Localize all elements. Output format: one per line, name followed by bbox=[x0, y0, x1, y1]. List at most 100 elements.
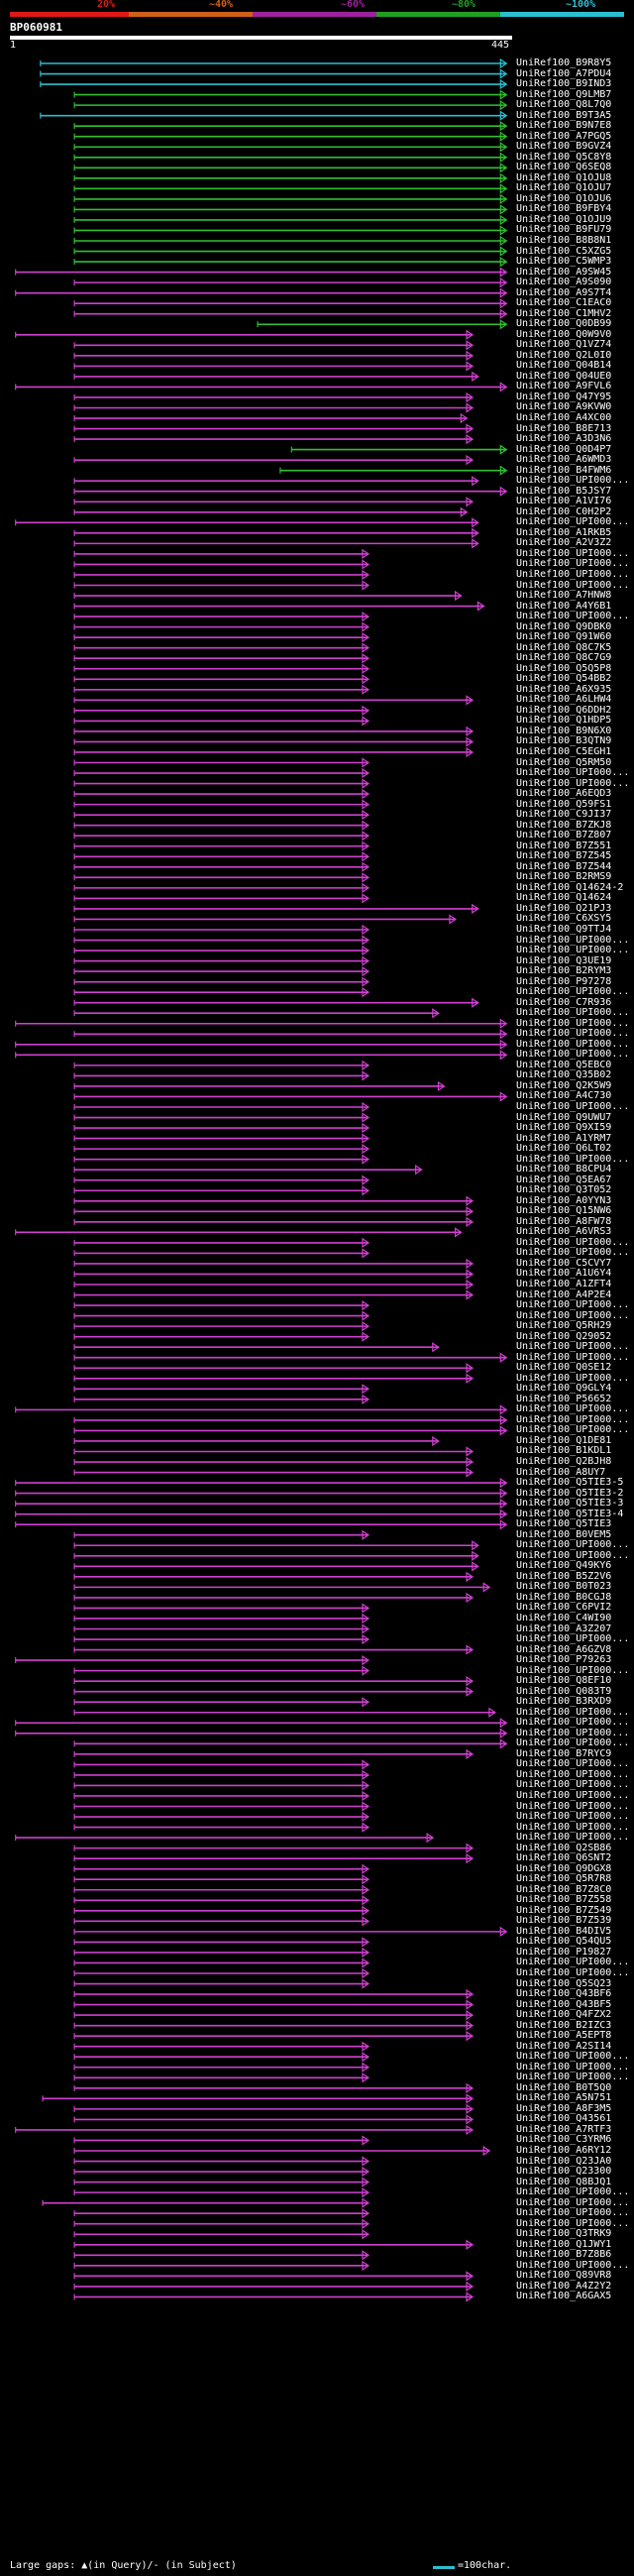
hit-label[interactable]: UniRef100_B5Z2V6 bbox=[516, 1570, 612, 1582]
hit-label[interactable]: UniRef100_UPI000... bbox=[516, 1957, 630, 1968]
hit-label[interactable]: UniRef100_Q5C8Y8 bbox=[516, 151, 612, 163]
hit-label[interactable]: UniRef100_UPI000... bbox=[516, 1236, 630, 1248]
hit-label[interactable]: UniRef100_B0CGJ8 bbox=[516, 1591, 612, 1603]
hit-label[interactable]: UniRef100_Q2K5W9 bbox=[516, 1079, 612, 1091]
hit-label[interactable]: UniRef100_A8F3M5 bbox=[516, 2102, 612, 2114]
hit-label[interactable]: UniRef100_A4C730 bbox=[516, 1090, 612, 1102]
hit-label[interactable]: UniRef100_UPI000... bbox=[516, 1821, 630, 1833]
hit-label[interactable]: UniRef100_Q5TIE3-4 bbox=[516, 1508, 624, 1519]
hit-label[interactable]: UniRef100_Q1HDP5 bbox=[516, 715, 612, 727]
hit-label[interactable]: UniRef100_A6GZV8 bbox=[516, 1643, 612, 1655]
hit-label[interactable]: UniRef100_Q9DGX8 bbox=[516, 1862, 612, 1874]
hit-label[interactable]: UniRef100_C3YRM6 bbox=[516, 2134, 612, 2146]
hit-label[interactable]: UniRef100_A9KVW0 bbox=[516, 401, 612, 413]
hit-label[interactable]: UniRef100_UPI000... bbox=[516, 1706, 630, 1718]
hit-label[interactable]: UniRef100_A1U6Y4 bbox=[516, 1268, 612, 1280]
hit-label[interactable]: UniRef100_Q5TIE3 bbox=[516, 1518, 612, 1530]
hit-label[interactable]: UniRef100_UPI000... bbox=[516, 1247, 630, 1259]
hit-label[interactable]: UniRef100_A6VRS3 bbox=[516, 1226, 612, 1238]
hit-label[interactable]: UniRef100_B7RYC9 bbox=[516, 1747, 612, 1759]
hit-label[interactable]: UniRef100_B8CPU4 bbox=[516, 1164, 612, 1176]
hit-label[interactable]: UniRef100_A6EQD3 bbox=[516, 788, 612, 800]
hit-label[interactable]: UniRef100_Q8BJQ1 bbox=[516, 2176, 612, 2187]
hit-label[interactable]: UniRef100_Q0SE12 bbox=[516, 1362, 612, 1374]
hit-label[interactable]: UniRef100_P97278 bbox=[516, 975, 612, 987]
hit-label[interactable]: UniRef100_A6LHW4 bbox=[516, 694, 612, 706]
hit-label[interactable]: UniRef100_Q04B14 bbox=[516, 360, 612, 372]
hit-label[interactable]: UniRef100_A3Z207 bbox=[516, 1623, 612, 1634]
hit-label[interactable]: UniRef100_Q23JA0 bbox=[516, 2155, 612, 2167]
hit-label[interactable]: UniRef100_A7HNW8 bbox=[516, 590, 612, 602]
hit-label[interactable]: UniRef100_Q54QU5 bbox=[516, 1936, 612, 1948]
hit-label[interactable]: UniRef100_UPI000... bbox=[516, 611, 630, 622]
hit-label[interactable]: UniRef100_Q5RM50 bbox=[516, 756, 612, 768]
hit-label[interactable]: UniRef100_B2RMS9 bbox=[516, 871, 612, 883]
hit-label[interactable]: UniRef100_UPI000... bbox=[516, 1049, 630, 1061]
hit-label[interactable]: UniRef100_Q47Y95 bbox=[516, 391, 612, 402]
hit-label[interactable]: UniRef100_Q8L7Q0 bbox=[516, 99, 612, 111]
hit-label[interactable]: UniRef100_B7Z8B6 bbox=[516, 2249, 612, 2261]
hit-label[interactable]: UniRef100_UPI000... bbox=[516, 1372, 630, 1384]
hit-label[interactable]: UniRef100_B7Z551 bbox=[516, 840, 612, 851]
hit-label[interactable]: UniRef100_P79263 bbox=[516, 1654, 612, 1666]
hit-label[interactable]: UniRef100_Q43BF6 bbox=[516, 1988, 612, 2000]
hit-label[interactable]: UniRef100_B4DIV5 bbox=[516, 1925, 612, 1937]
hit-label[interactable]: UniRef100_UPI000... bbox=[516, 1800, 630, 1812]
hit-label[interactable]: UniRef100_B0T023 bbox=[516, 1581, 612, 1593]
hit-label[interactable]: UniRef100_A6RY12 bbox=[516, 2145, 612, 2156]
hit-label[interactable]: UniRef100_Q5R7R8 bbox=[516, 1873, 612, 1885]
hit-label[interactable]: UniRef100_B7Z549 bbox=[516, 1904, 612, 1916]
hit-label[interactable]: UniRef100_Q5TIE3-3 bbox=[516, 1498, 624, 1510]
hit-label[interactable]: UniRef100_C1EAC0 bbox=[516, 297, 612, 309]
hit-label[interactable]: UniRef100_UPI000... bbox=[516, 767, 630, 779]
hit-label[interactable]: UniRef100_Q8C7K5 bbox=[516, 641, 612, 653]
hit-label[interactable]: UniRef100_UPI000... bbox=[516, 1038, 630, 1050]
hit-label[interactable]: UniRef100_A5EPT8 bbox=[516, 2030, 612, 2042]
hit-label[interactable]: UniRef100_C5CVY7 bbox=[516, 1257, 612, 1269]
hit-label[interactable]: UniRef100_C0H2P2 bbox=[516, 505, 612, 517]
hit-label[interactable]: UniRef100_A7RTF3 bbox=[516, 2123, 612, 2135]
hit-label[interactable]: UniRef100_UPI000... bbox=[516, 2072, 630, 2083]
hit-label[interactable]: UniRef100_B2IZC3 bbox=[516, 2019, 612, 2031]
hit-label[interactable]: UniRef100_UPI000... bbox=[516, 2207, 630, 2219]
hit-label[interactable]: UniRef100_UPI000... bbox=[516, 558, 630, 570]
hit-label[interactable]: UniRef100_Q2BJH8 bbox=[516, 1456, 612, 1468]
hit-label[interactable]: UniRef100_Q3TRK9 bbox=[516, 2228, 612, 2240]
hit-label[interactable]: UniRef100_B0T5Q0 bbox=[516, 2081, 612, 2093]
hit-label[interactable]: UniRef100_Q59FS1 bbox=[516, 798, 612, 810]
hit-label[interactable]: UniRef100_B4FWM6 bbox=[516, 464, 612, 476]
hit-label[interactable]: UniRef100_A1RKB5 bbox=[516, 526, 612, 538]
hit-label[interactable]: UniRef100_C9JI37 bbox=[516, 809, 612, 821]
hit-label[interactable]: UniRef100_B9IND3 bbox=[516, 78, 612, 90]
hit-label[interactable]: UniRef100_UPI000... bbox=[516, 1403, 630, 1415]
hit-label[interactable]: UniRef100_UPI000... bbox=[516, 1768, 630, 1780]
hit-label[interactable]: UniRef100_UPI000... bbox=[516, 1413, 630, 1425]
hit-label[interactable]: UniRef100_UPI000... bbox=[516, 1028, 630, 1040]
hit-label[interactable]: UniRef100_A1VI76 bbox=[516, 496, 612, 507]
hit-label[interactable]: UniRef100_Q8C7G9 bbox=[516, 652, 612, 664]
hit-label[interactable]: UniRef100_Q9LMB7 bbox=[516, 88, 612, 100]
hit-label[interactable]: UniRef100_UPI000... bbox=[516, 1966, 630, 1978]
hit-label[interactable]: UniRef100_B7ZKJ8 bbox=[516, 819, 612, 831]
hit-label[interactable]: UniRef100_UPI000... bbox=[516, 1832, 630, 1844]
hit-label[interactable]: UniRef100_B7Z807 bbox=[516, 830, 612, 841]
hit-label[interactable]: UniRef100_A7PDU4 bbox=[516, 67, 612, 79]
hit-label[interactable]: UniRef100_A8UY7 bbox=[516, 1466, 606, 1478]
hit-label[interactable]: UniRef100_C6XSY5 bbox=[516, 913, 612, 925]
hit-label[interactable]: UniRef100_Q083T9 bbox=[516, 1685, 612, 1697]
hit-label[interactable]: UniRef100_Q2SB86 bbox=[516, 1842, 612, 1853]
hit-label[interactable]: UniRef100_UPI000... bbox=[516, 516, 630, 528]
hit-label[interactable]: UniRef100_A0YYN3 bbox=[516, 1194, 612, 1206]
hit-label[interactable]: UniRef100_UPI000... bbox=[516, 2186, 630, 2198]
hit-label[interactable]: UniRef100_Q0DB99 bbox=[516, 318, 612, 330]
hit-label[interactable]: UniRef100_A4P2E4 bbox=[516, 1288, 612, 1300]
hit-label[interactable]: UniRef100_B3QTN9 bbox=[516, 735, 612, 747]
hit-label[interactable]: UniRef100_UPI000... bbox=[516, 2196, 630, 2208]
hit-label[interactable]: UniRef100_UPI000... bbox=[516, 2217, 630, 2229]
hit-label[interactable]: UniRef100_Q1VZ74 bbox=[516, 339, 612, 351]
hit-label[interactable]: UniRef100_B9N7E8 bbox=[516, 120, 612, 132]
hit-label[interactable]: UniRef100_A2V3Z2 bbox=[516, 537, 612, 549]
hit-label[interactable]: UniRef100_A1YRM7 bbox=[516, 1132, 612, 1144]
hit-label[interactable]: UniRef100_Q1OJU7 bbox=[516, 182, 612, 194]
hit-label[interactable]: UniRef100_A9FVL6 bbox=[516, 381, 612, 392]
